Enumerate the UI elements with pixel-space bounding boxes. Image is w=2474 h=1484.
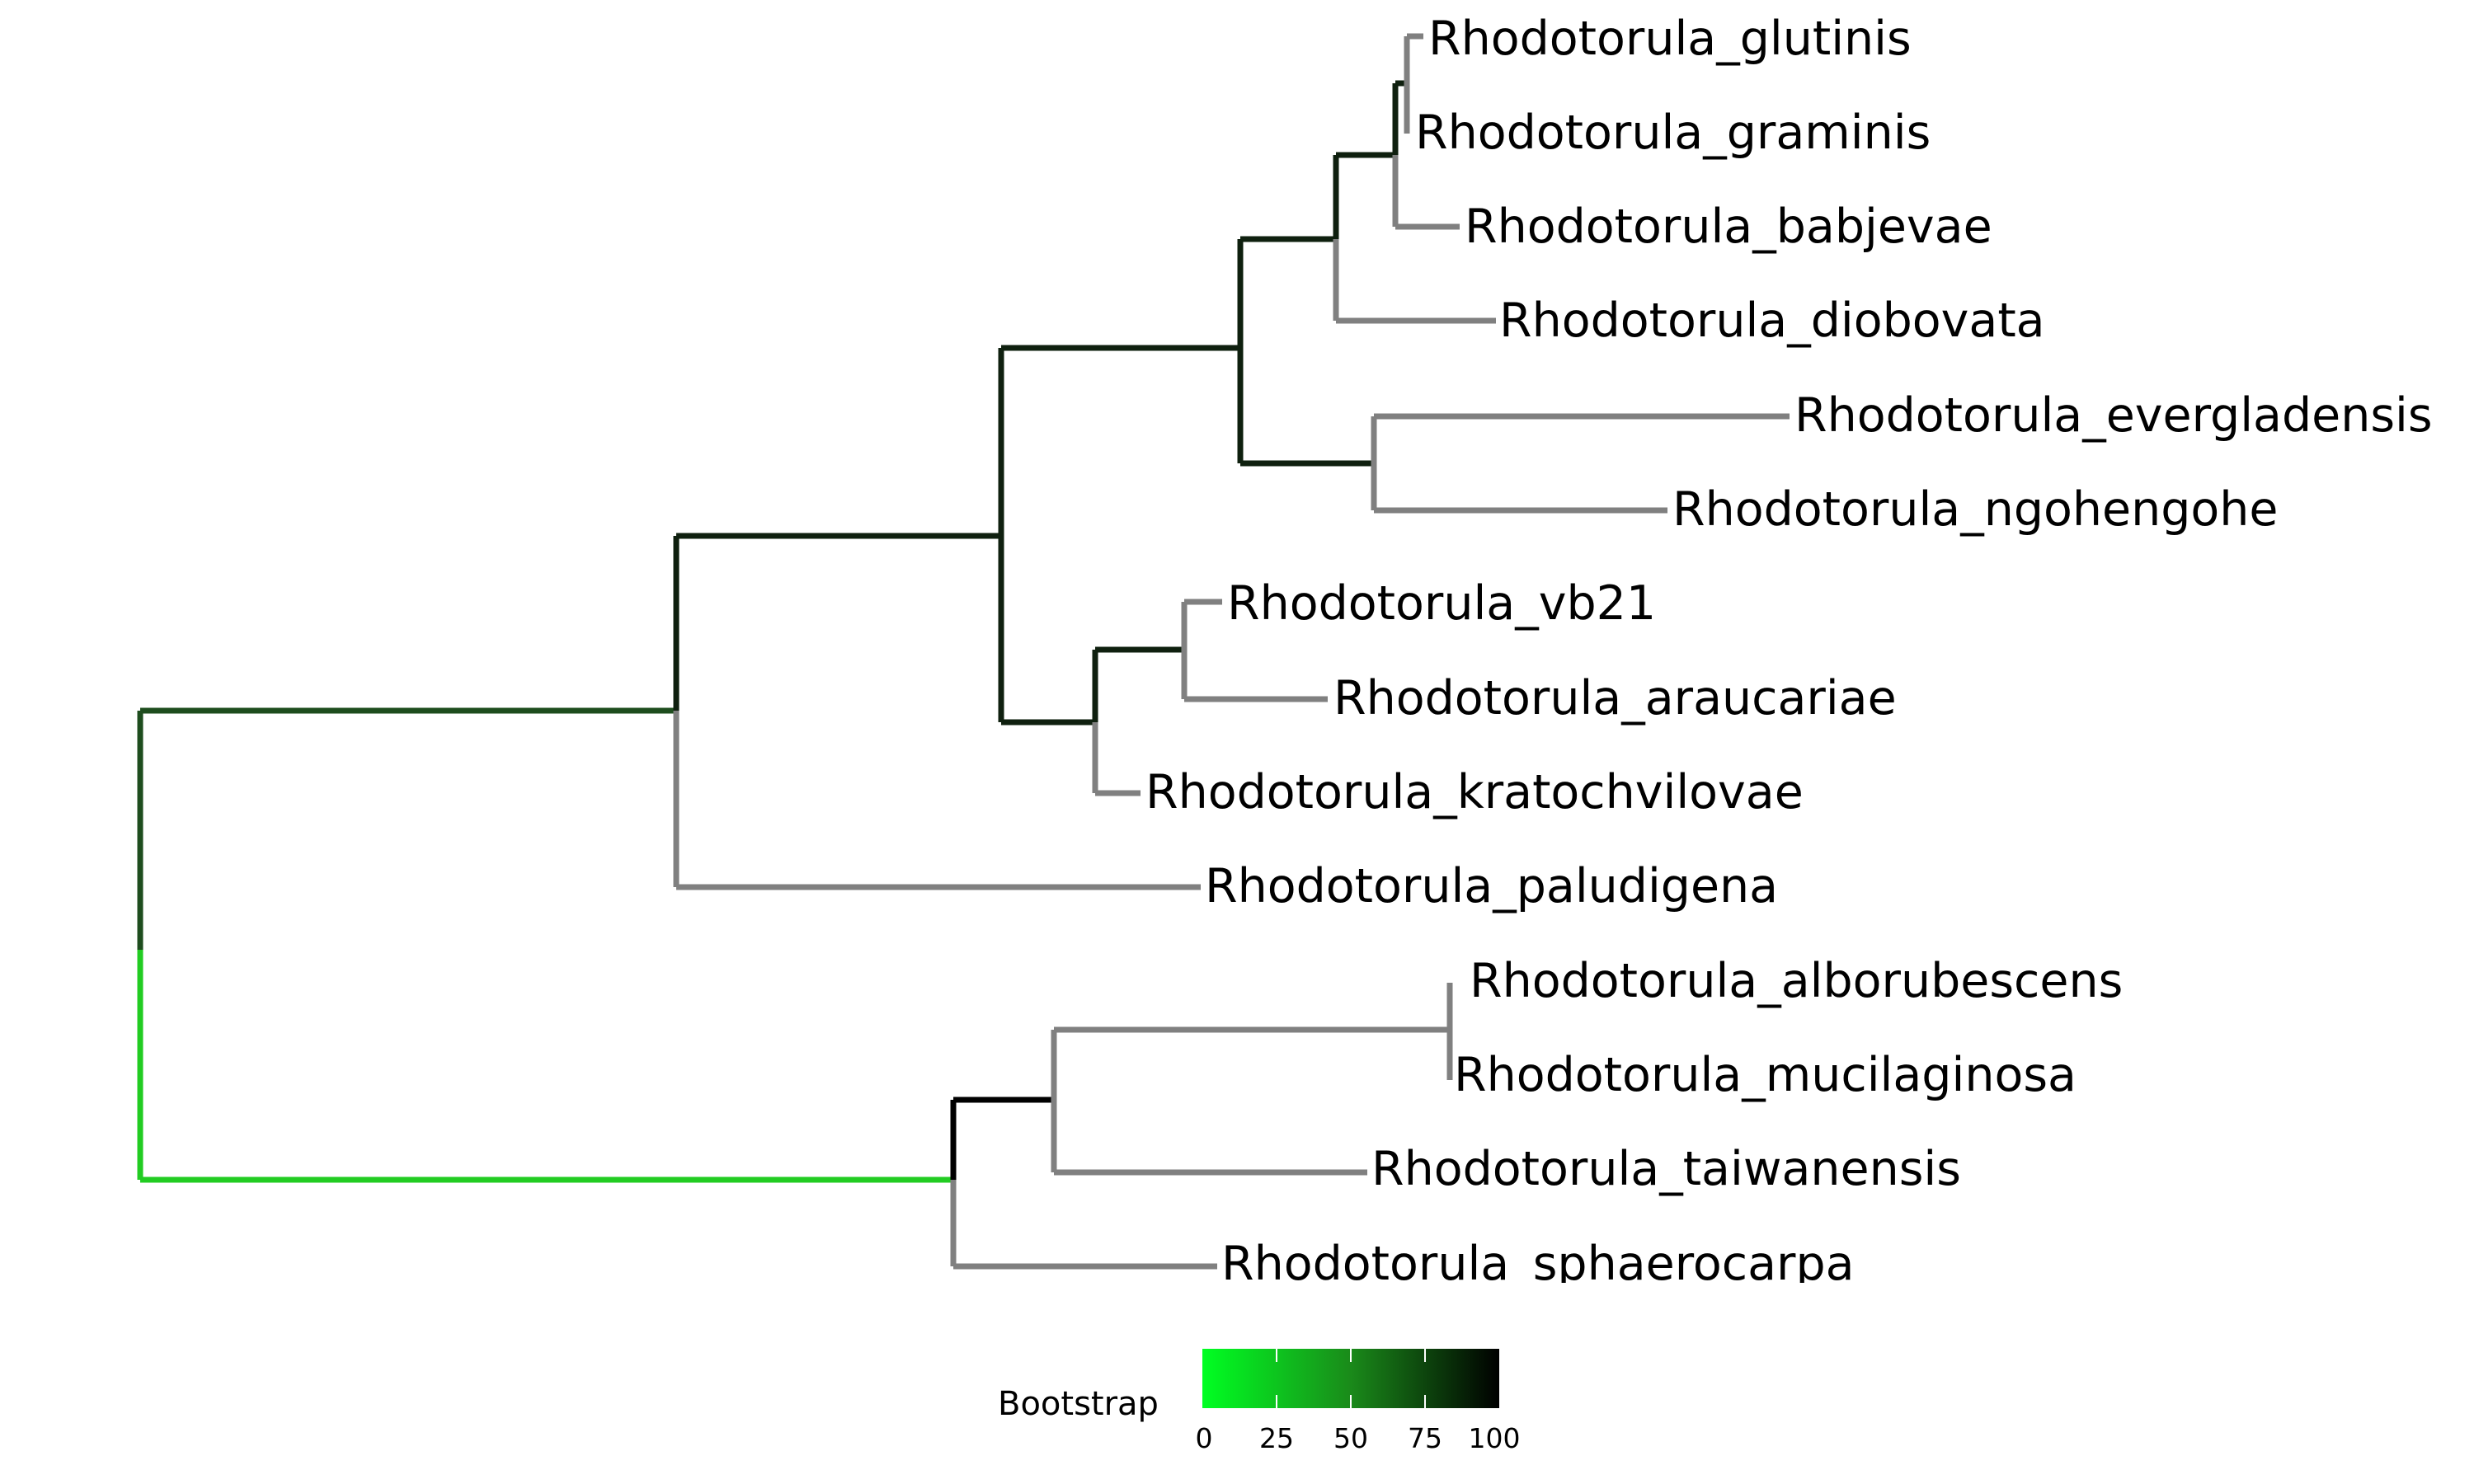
leaf-label-ngohengohe: Rhodotorula_ngohengohe xyxy=(1672,482,2278,537)
leaf-label-sphaerocarpa: Rhodotorula_sphaerocarpa xyxy=(1221,1237,1855,1291)
legend-tick-50: 50 xyxy=(1333,1422,1368,1454)
legend-title: Bootstrap xyxy=(998,1385,1159,1423)
leaf-label-babjevae: Rhodotorula_babjevae xyxy=(1465,200,1992,254)
legend-tick-75: 75 xyxy=(1408,1422,1442,1454)
legend-tick-100: 100 xyxy=(1469,1422,1521,1454)
legend-tick-0: 0 xyxy=(1196,1422,1213,1454)
leaf-label-glutinis: Rhodotorula_glutinis xyxy=(1428,12,1912,66)
leaf-label-paludigena: Rhodotorula_paludigena xyxy=(1205,859,1778,913)
branches-group xyxy=(137,33,1790,1270)
bootstrap-legend: Bootstrap 0 25 50 75 100 xyxy=(998,1349,1521,1454)
leaf-labels-group: Rhodotorula_glutinis Rhodotorula_gramini… xyxy=(1145,12,2433,1291)
leaf-label-vb21: Rhodotorula_vb21 xyxy=(1227,576,1656,631)
leaf-label-taiwanensis: Rhodotorula_taiwanensis xyxy=(1371,1142,1961,1196)
leaf-label-graminis: Rhodotorula_graminis xyxy=(1415,106,1931,160)
legend-tick-marks xyxy=(1276,1349,1426,1408)
panel-clip xyxy=(1155,1283,1897,1316)
legend-tick-25: 25 xyxy=(1259,1422,1294,1454)
leaf-label-alborubescens: Rhodotorula_alborubescens xyxy=(1470,954,2123,1008)
leaf-label-araucariae: Rhodotorula_araucariae xyxy=(1333,671,1897,726)
leaf-label-evergladensis: Rhodotorula_evergladensis xyxy=(1794,388,2433,443)
leaf-label-diobovata: Rhodotorula_diobovata xyxy=(1499,294,2045,348)
leaf-label-kratochvilovae: Rhodotorula_kratochvilovae xyxy=(1145,765,1804,819)
leaf-label-mucilaginosa: Rhodotorula_mucilaginosa xyxy=(1454,1048,2077,1102)
